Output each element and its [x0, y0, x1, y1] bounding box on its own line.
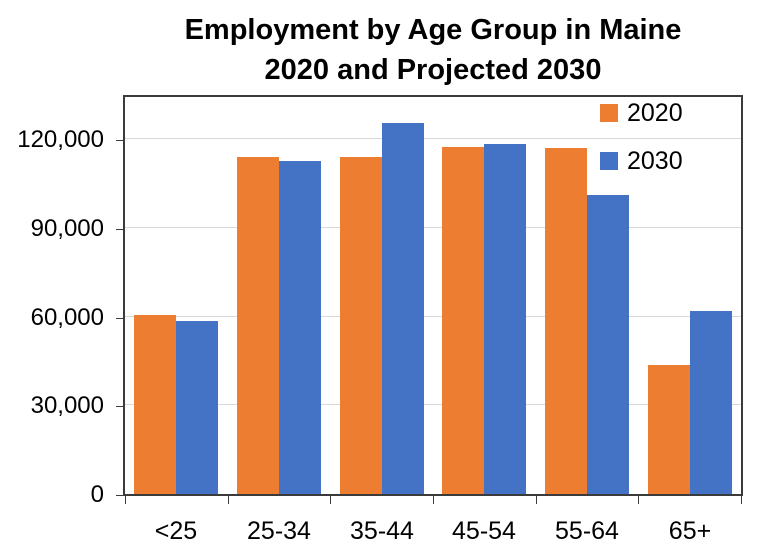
x-axis-label-25-34: 25-34: [247, 517, 311, 545]
y-axis-label-120,000: 120,000: [17, 126, 104, 153]
chart-title-line2: 2020 and Projected 2030: [264, 54, 602, 86]
x-axis-tick: [638, 496, 639, 504]
legend-label: 2030: [627, 146, 683, 175]
chart-title: Employment by Age Group in Maine 2020 an…: [185, 10, 682, 90]
y-axis-tick: [116, 229, 123, 230]
y-axis-tick: [116, 318, 123, 319]
bar-2030-45-54: [484, 144, 526, 494]
bar-2020-35-44: [340, 157, 382, 494]
y-axis-tick: [116, 495, 123, 496]
y-axis-label-30,000: 30,000: [30, 392, 104, 419]
bar-2020-65+: [648, 365, 690, 494]
legend-item-2020: 2020: [600, 89, 720, 137]
gridline-60,000: [125, 316, 741, 317]
gridline-90,000: [125, 227, 741, 228]
x-axis-label-65+: 65+: [668, 517, 712, 545]
bar-2020-<25: [134, 315, 176, 494]
x-axis-tick: [433, 496, 434, 504]
chart-title-line1: Employment by Age Group in Maine: [184, 14, 682, 46]
gridline-120,000: [125, 138, 741, 139]
x-axis-label-45-54: 45-54: [452, 517, 516, 545]
x-axis-tick: [741, 496, 742, 504]
y-axis-label-90,000: 90,000: [30, 215, 104, 242]
legend-item-2030: 2030: [600, 137, 720, 185]
bar-2030-35-44: [382, 123, 424, 494]
x-axis-tick: [125, 496, 126, 504]
bar-2030-55-64: [587, 195, 629, 494]
bar-2020-45-54: [442, 147, 484, 494]
x-axis-tick: [536, 496, 537, 504]
gridline-30,000: [125, 404, 741, 405]
y-axis-tick: [116, 406, 123, 407]
legend-label: 2020: [627, 98, 683, 127]
x-axis-label-35-44: 35-44: [350, 517, 414, 545]
x-axis-tick: [228, 496, 229, 504]
bar-2030-65+: [690, 311, 732, 494]
bar-2030-<25: [176, 321, 218, 494]
x-axis-label-<25: <25: [154, 517, 198, 545]
plot-area: [123, 95, 743, 496]
bar-2030-25-34: [279, 161, 321, 494]
y-axis-label-60,000: 60,000: [30, 304, 104, 331]
legend-swatch-icon: [600, 152, 618, 170]
x-axis-label-55-64: 55-64: [555, 517, 619, 545]
bar-2020-55-64: [545, 148, 587, 494]
y-axis-tick: [116, 140, 123, 141]
x-axis-tick: [330, 496, 331, 504]
bar-2020-25-34: [237, 157, 279, 494]
legend: 2020 2030: [600, 89, 720, 185]
legend-swatch-icon: [600, 104, 618, 122]
y-axis-label-0: 0: [90, 481, 104, 508]
